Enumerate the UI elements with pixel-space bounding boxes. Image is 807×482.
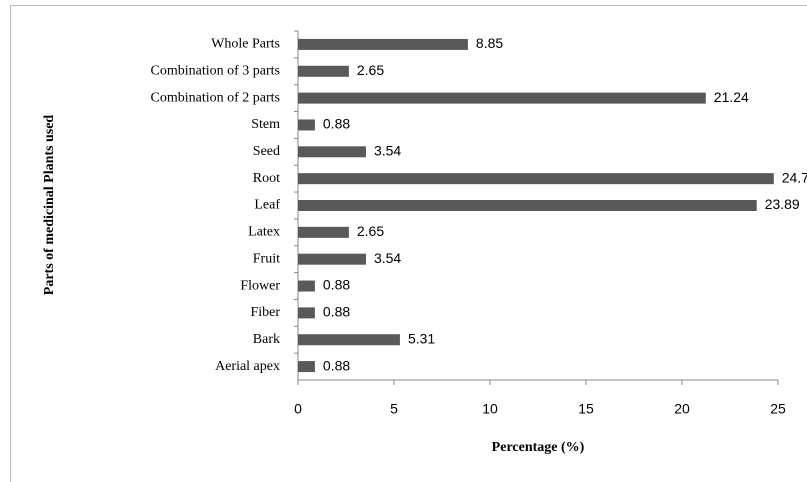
bar (298, 119, 315, 131)
value-label: 24.78 (782, 169, 807, 185)
bar (298, 307, 315, 319)
bar (298, 280, 315, 292)
value-label: 23.89 (765, 196, 800, 212)
bar (298, 226, 349, 238)
x-tick-label: 20 (674, 401, 690, 417)
y-tick-label: Bark (253, 332, 280, 347)
y-tick-label: Combination of 3 parts (151, 63, 281, 78)
value-label: 21.24 (714, 89, 749, 105)
value-label: 0.88 (323, 304, 350, 320)
y-tick-label: Stem (251, 117, 280, 132)
y-tick-label: Fruit (253, 251, 280, 266)
bar (298, 92, 706, 104)
x-tick-label: 5 (390, 401, 398, 417)
value-label: 0.88 (323, 116, 350, 132)
y-tick-label: Fiber (250, 305, 280, 320)
y-tick-label: Root (253, 171, 280, 186)
y-axis-label: Parts of medicinal Plants used (42, 115, 57, 296)
bar (298, 334, 400, 346)
x-tick-label: 10 (482, 401, 498, 417)
x-tick-label: 0 (294, 401, 302, 417)
bar (298, 146, 366, 158)
value-label: 0.88 (323, 357, 350, 373)
y-tick-label: Combination of 2 parts (151, 90, 281, 105)
y-tick-label: Seed (253, 144, 280, 159)
y-tick-label: Aerial apex (215, 359, 280, 374)
x-tick-label: 25 (770, 401, 786, 417)
x-tick-label: 15 (578, 401, 594, 417)
y-tick-label: Whole Parts (211, 37, 280, 52)
y-tick-label: Leaf (254, 198, 280, 213)
y-tick-label: Latex (248, 225, 280, 240)
bar (298, 253, 366, 265)
bar (298, 200, 757, 211)
value-label: 3.54 (374, 143, 401, 159)
x-axis-label: Percentage (%) (492, 440, 585, 455)
chart-border (10, 5, 807, 482)
bar (298, 361, 315, 373)
bar (298, 173, 774, 185)
y-tick-label: Flower (240, 278, 280, 293)
value-label: 5.31 (408, 330, 435, 346)
value-label: 8.85 (476, 35, 503, 51)
bar (298, 38, 468, 50)
value-label: 3.54 (374, 250, 401, 266)
value-label: 0.88 (323, 277, 350, 293)
bar (298, 65, 349, 77)
value-label: 2.65 (357, 62, 384, 78)
value-label: 2.65 (357, 223, 384, 239)
